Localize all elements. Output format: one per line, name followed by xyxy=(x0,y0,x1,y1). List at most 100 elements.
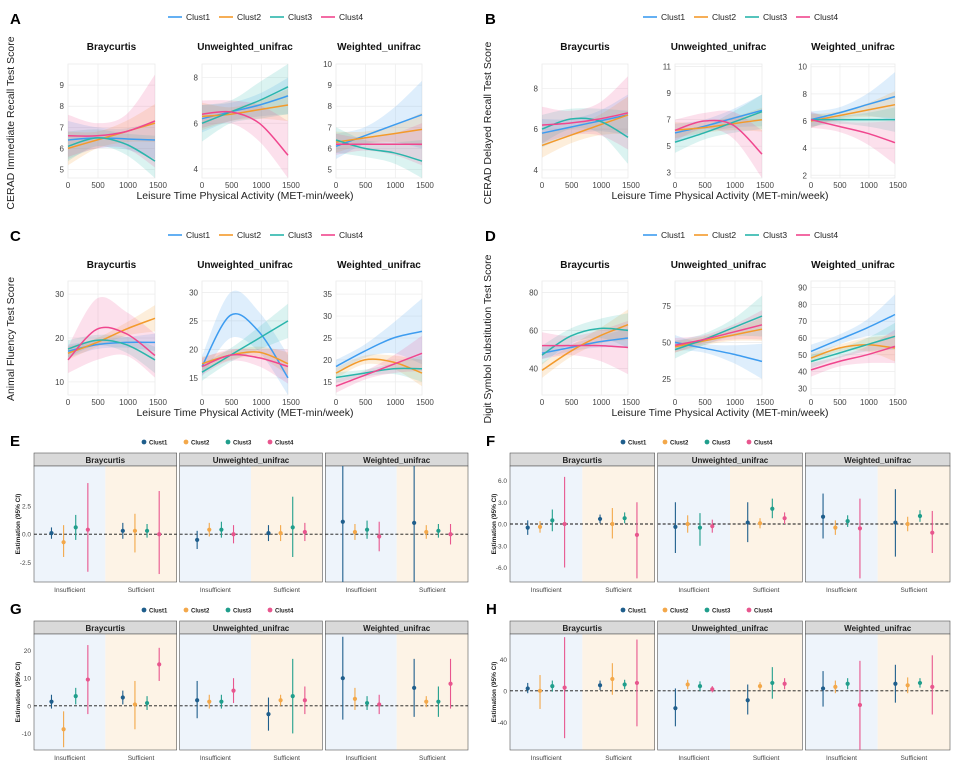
plot-area xyxy=(541,280,629,396)
legend-label-clust2: Clust2 xyxy=(670,609,689,615)
group-background-sufficient xyxy=(251,466,323,582)
x-tick-label: 0 xyxy=(66,398,71,407)
estimate-point-clust1 xyxy=(412,520,417,525)
y-axis-label: Estimation (95% CI) xyxy=(491,494,498,555)
estimate-point-clust2 xyxy=(61,540,66,545)
facet-title: Weighted_unifrac xyxy=(363,456,431,465)
x-group-label: Sufficient xyxy=(419,587,446,594)
estimate-point-clust1 xyxy=(266,711,271,717)
y-tick-label: 80 xyxy=(798,300,807,309)
group-background-sufficient xyxy=(877,634,950,750)
trend-line-clust1 xyxy=(541,114,629,134)
estimate-point-clust2 xyxy=(424,699,429,704)
estimate-point-clust4 xyxy=(85,677,90,682)
estimate-point-clust2 xyxy=(833,684,838,689)
figure-f: F Clust1 Clust2 Clust3 Clust4 Estimation (95%… xyxy=(486,433,951,594)
estimate-point-clust4 xyxy=(634,680,640,686)
x-axis-label: Leisure Time Physical Activity (MET-min/… xyxy=(136,190,353,202)
x-group-label: Sufficient xyxy=(128,755,155,762)
estimate-point-clust3 xyxy=(364,700,370,706)
ci-band-clust4 xyxy=(68,74,155,168)
facet-border xyxy=(33,633,177,751)
panel-label: G xyxy=(10,601,22,618)
trend-line-clust4 xyxy=(541,112,629,126)
y-tick-label: 10 xyxy=(24,676,32,683)
y-tick-label: 20 xyxy=(55,334,64,343)
estimate-point-clust1 xyxy=(525,686,530,691)
facet-weighted_unifrac: Weighted_unifrac Insufficient Sufficient xyxy=(805,452,951,594)
panel-title: Braycurtis xyxy=(87,260,137,271)
estimate-point-clust1 xyxy=(340,676,345,681)
facet-braycurtis: Braycurtis Insufficient Sufficient -40 0 40 xyxy=(498,620,655,762)
figure-d: D Clust1 Clust2 Clust3 Clust4 Digit Symbol Su… xyxy=(482,228,907,424)
y-tick-label: 25 xyxy=(323,334,332,343)
x-group-label: Insufficient xyxy=(200,755,231,762)
x-group-label: Sufficient xyxy=(273,755,300,762)
legend-marker-clust1 xyxy=(141,607,147,613)
trend-line-clust2 xyxy=(201,104,289,118)
y-tick-label: 3 xyxy=(667,169,672,178)
legend-marker-clust3 xyxy=(704,607,710,613)
plot-area xyxy=(201,63,289,179)
y-tick-label: 6 xyxy=(328,144,333,153)
facet-title: Unweighted_unifrac xyxy=(692,624,769,633)
y-tick-label: 9 xyxy=(667,89,672,98)
legend-label-clust1: Clust1 xyxy=(661,230,685,240)
legend-label-clust4: Clust4 xyxy=(339,12,363,22)
estimate-point-clust2 xyxy=(132,702,138,707)
estimate-point-clust4 xyxy=(157,662,162,667)
estimate-point-clust2 xyxy=(352,529,358,535)
estimate-point-clust4 xyxy=(634,532,640,537)
trend-line-clust4 xyxy=(67,120,156,137)
y-tick-label: -3.0 xyxy=(496,543,508,550)
y-tick-label: 7 xyxy=(328,123,333,132)
group-background-insufficient xyxy=(510,634,583,750)
legend-marker-clust1 xyxy=(141,439,147,445)
estimate-point-clust1 xyxy=(597,683,603,688)
trend-line-clust4 xyxy=(201,353,289,368)
x-tick-label: 0 xyxy=(540,181,545,190)
group-background-insufficient xyxy=(325,466,397,582)
facet-braycurtis: Braycurtis Insufficient Sufficient -2.5 0.0 2… xyxy=(20,452,177,594)
x-tick-label: 500 xyxy=(359,181,373,190)
ci-band-clust1 xyxy=(68,333,155,358)
facet-border xyxy=(805,633,951,751)
x-group-label: Insufficient xyxy=(826,755,857,762)
facet-title: Weighted_unifrac xyxy=(363,624,431,633)
x-group-label: Sufficient xyxy=(419,755,446,762)
estimate-point-clust3 xyxy=(770,680,775,686)
panel-label: A xyxy=(10,11,21,28)
x-tick-label: 1000 xyxy=(726,398,744,407)
x-group-label: Insufficient xyxy=(54,587,85,594)
legend-label-clust4: Clust4 xyxy=(814,230,838,240)
x-tick-label: 0 xyxy=(809,181,814,190)
y-tick-label: 25 xyxy=(189,317,198,326)
facet-unweighted_unifrac: Unweighted_unifrac Insufficient Sufficient xyxy=(657,452,803,594)
estimate-point-clust4 xyxy=(377,534,382,539)
y-tick-label: 20 xyxy=(189,345,198,354)
ci-band-clust4 xyxy=(811,329,895,377)
y-tick-label: 6 xyxy=(60,144,65,153)
estimate-point-clust1 xyxy=(340,519,345,524)
figure-h: H Clust1 Clust2 Clust3 Clust4 Estimation (95%… xyxy=(486,601,951,762)
estimate-point-clust1 xyxy=(49,530,54,536)
y-tick-label: 10 xyxy=(798,63,807,72)
trend-line-clust2 xyxy=(810,103,896,122)
facet-border xyxy=(509,633,655,751)
estimate-point-clust4 xyxy=(302,698,307,703)
trend-line-clust1 xyxy=(335,113,423,148)
x-tick-label: 0 xyxy=(673,181,678,190)
estimate-point-clust2 xyxy=(537,688,543,693)
y-tick-label: 6.0 xyxy=(498,478,507,485)
estimate-point-clust3 xyxy=(73,694,78,699)
estimate-point-clust2 xyxy=(685,521,690,527)
y-tick-label: 30 xyxy=(323,312,332,321)
estimate-point-clust3 xyxy=(219,527,224,532)
legend-label-clust3: Clust3 xyxy=(712,441,731,447)
estimate-point-clust4 xyxy=(930,684,935,689)
panel-braycurtis: Braycurtis 0 500 1000 1500 4 6 8 xyxy=(534,42,641,190)
ci-band-clust2 xyxy=(202,89,288,131)
group-background-insufficient xyxy=(34,634,106,750)
legend-label-clust2: Clust2 xyxy=(191,609,210,615)
x-tick-label: 500 xyxy=(565,181,579,190)
